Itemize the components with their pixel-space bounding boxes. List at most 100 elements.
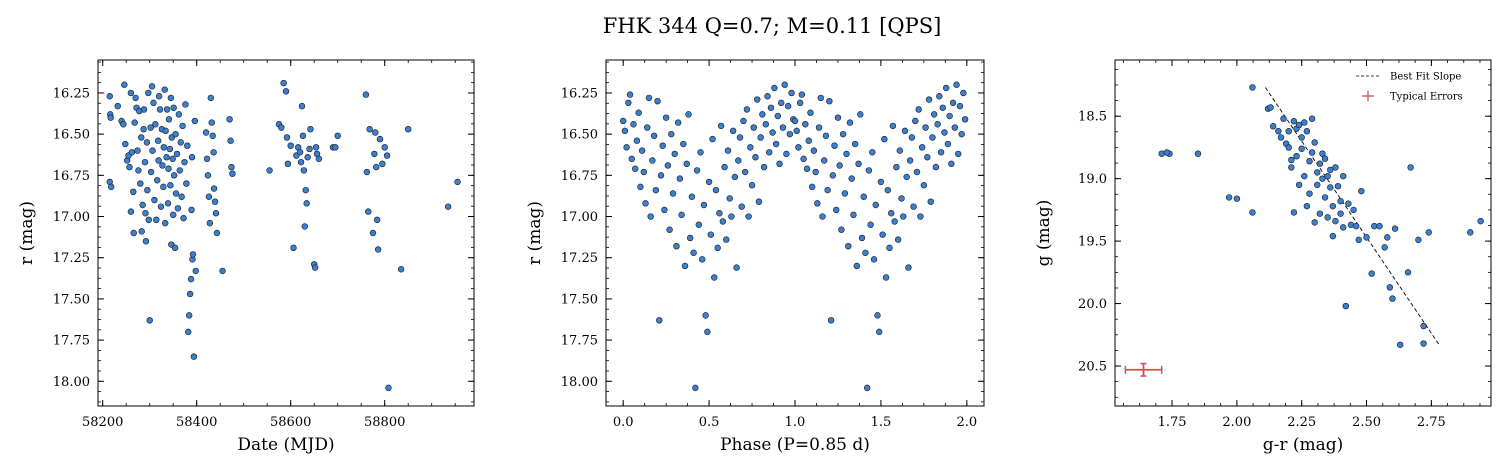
data-point (1319, 175, 1326, 182)
y-tick-label: 17.50 (561, 292, 598, 307)
data-point (397, 266, 405, 273)
data-point (815, 124, 823, 131)
data-point (122, 140, 129, 148)
data-point (366, 125, 373, 133)
data-point (948, 160, 955, 168)
legend-label-typical-errors: Typical Errors (1390, 92, 1463, 103)
data-point (901, 127, 909, 135)
data-point (753, 96, 761, 103)
data-point (822, 132, 830, 139)
data-point (829, 172, 836, 179)
data-point (163, 154, 170, 161)
data-point (142, 210, 149, 217)
data-point (369, 229, 377, 237)
data-point (741, 168, 749, 176)
data-point (817, 94, 824, 102)
data-point (307, 125, 314, 133)
x-tick-label: 1.5 (871, 415, 892, 430)
y-tick-label: 18.00 (53, 375, 90, 390)
data-point (311, 264, 319, 271)
data-point (632, 165, 639, 172)
data-point (903, 173, 910, 181)
data-point (170, 104, 177, 111)
y-tick-label: 16.75 (53, 169, 90, 184)
data-point (767, 104, 775, 111)
data-point (819, 213, 826, 220)
data-point (282, 88, 290, 95)
data-point (155, 93, 163, 100)
data-point (944, 140, 952, 148)
data-point (302, 186, 309, 194)
data-point (207, 94, 215, 102)
data-point (747, 144, 754, 151)
data-point (121, 81, 128, 88)
data-point (1303, 127, 1311, 135)
data-point (312, 144, 320, 151)
data-point (278, 124, 285, 131)
data-point (1397, 341, 1404, 348)
data-point (1339, 172, 1347, 180)
data-point (685, 111, 692, 118)
data-point (939, 104, 946, 111)
data-point (169, 155, 176, 163)
data-point (284, 160, 292, 168)
data-point (920, 182, 928, 189)
data-point (228, 163, 235, 171)
data-point (209, 132, 216, 139)
data-point (1334, 182, 1342, 190)
data-point (850, 211, 857, 219)
axes-frame (97, 59, 475, 407)
data-point (315, 155, 323, 163)
y-tick-label: 16.50 (561, 128, 598, 143)
data-point (824, 186, 831, 194)
data-point (138, 228, 145, 235)
data-point (1267, 104, 1274, 111)
data-point (841, 190, 849, 197)
data-point (872, 201, 879, 209)
data-point (147, 124, 154, 131)
data-point (134, 147, 141, 154)
data-point (160, 144, 168, 151)
data-point (808, 183, 816, 191)
data-point (906, 157, 914, 164)
data-point (683, 160, 690, 168)
data-point (731, 173, 739, 181)
data-point (1332, 217, 1339, 225)
data-point (1376, 222, 1383, 230)
data-point (628, 155, 635, 163)
data-point (373, 163, 380, 171)
data-point (891, 218, 898, 225)
data-point (172, 130, 179, 138)
data-point (798, 91, 806, 98)
data-point (1319, 150, 1326, 157)
data-point (153, 216, 160, 224)
data-point (1316, 160, 1324, 167)
data-point (154, 137, 162, 144)
y-tick-label: 16.25 (561, 86, 598, 101)
color-magnitude-panel: 1.75 2.00 2.25 2.50 2.75 18.5 19.0 19.5 20.0 20.5… (1034, 59, 1492, 455)
data-point (690, 249, 697, 256)
data-point (874, 312, 881, 319)
data-point (1329, 202, 1337, 210)
data-point (303, 200, 310, 207)
data-point (1306, 190, 1313, 197)
legend-label-best-fit: Best Fit Slope (1390, 72, 1461, 83)
y-tick-label: 19.5 (1078, 235, 1107, 250)
data-point (619, 117, 627, 125)
data-point (664, 162, 672, 169)
data-point (870, 256, 878, 263)
data-point (637, 183, 644, 191)
data-point (130, 188, 137, 196)
phase-panel: 0.0 0.5 1.0 1.5 2.0 16.25 16.50 16.75 17.00 17.25… (525, 59, 985, 455)
data-point (814, 200, 821, 207)
data-point (175, 111, 183, 118)
data-point (917, 213, 924, 220)
x-tick-label: 2.0 (956, 415, 977, 430)
data-point (1280, 115, 1287, 122)
data-point (700, 201, 708, 209)
data-point (363, 168, 371, 176)
y-axis-label: g (mag) (1034, 200, 1054, 267)
data-point (728, 213, 735, 220)
data-point (719, 218, 727, 225)
data-point (686, 234, 694, 242)
